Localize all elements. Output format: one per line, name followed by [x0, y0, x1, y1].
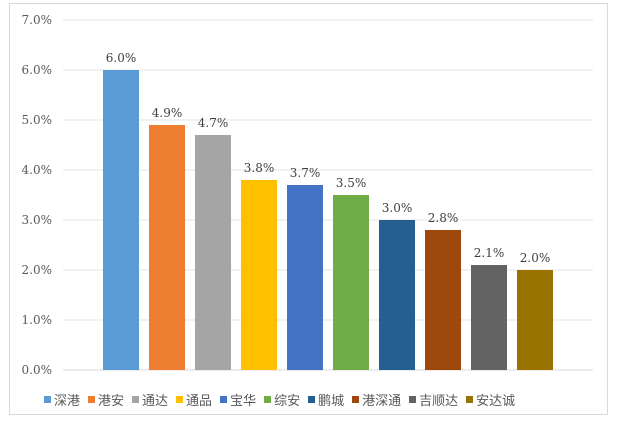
legend-swatch [132, 396, 140, 403]
legend-label: 吉顺达 [419, 394, 459, 409]
legend-swatch [44, 396, 51, 403]
bar-宝华 [287, 185, 323, 370]
y-tick-label: 0.0% [22, 363, 53, 377]
legend-label: 鹏城 [318, 394, 345, 409]
legend-label: 通达 [142, 394, 169, 409]
legend-item: 通品 [176, 390, 212, 409]
legend-item: 安达诚 [466, 390, 515, 409]
data-label: 4.9% [152, 106, 183, 120]
data-label: 2.8% [428, 211, 459, 225]
legend-item: 综安 [264, 390, 300, 409]
bar-综安 [333, 195, 369, 370]
legend-item: 宝华 [220, 390, 256, 409]
legend: 深港 港安 通达 通品 宝华 综安 鹏城 港深通 吉顺达 安达诚 [44, 390, 515, 409]
legend-swatch [264, 396, 272, 403]
bar-吉顺达 [471, 265, 507, 370]
data-label: 2.1% [474, 246, 505, 260]
bar-港深通 [425, 230, 461, 370]
data-label: 6.0% [106, 51, 137, 65]
bar-通品 [241, 180, 277, 370]
legend-label: 深港 [54, 394, 81, 409]
data-label: 4.7% [198, 116, 229, 130]
data-label: 2.0% [520, 251, 551, 265]
bar-安达诚 [517, 270, 553, 370]
y-tick-label: 5.0% [22, 113, 53, 127]
y-tick-label: 1.0% [22, 313, 53, 327]
legend-label: 港安 [98, 394, 125, 409]
bar-深港 [103, 70, 139, 370]
data-label: 3.8% [244, 161, 275, 175]
legend-label: 港深通 [362, 394, 402, 409]
chart-frame [9, 3, 608, 415]
legend-swatch [308, 396, 316, 403]
legend-swatch [466, 396, 474, 403]
legend-swatch [88, 396, 96, 403]
legend-swatch [220, 396, 228, 403]
legend-label: 通品 [186, 394, 213, 409]
y-tick-label: 2.0% [22, 263, 53, 277]
bar-通达 [195, 135, 231, 370]
y-tick-label: 3.0% [22, 213, 53, 227]
y-tick-label: 4.0% [22, 163, 53, 177]
legend-swatch [409, 396, 417, 403]
bar-港安 [149, 125, 185, 370]
legend-swatch [352, 396, 360, 403]
legend-item: 鹏城 [308, 390, 344, 409]
legend-label: 宝华 [230, 394, 257, 409]
y-tick-label: 6.0% [22, 63, 53, 77]
legend-label: 综安 [274, 394, 301, 409]
legend-swatch [176, 396, 184, 403]
legend-item: 港安 [88, 390, 124, 409]
legend-item: 深港 [44, 390, 80, 409]
legend-item: 吉顺达 [409, 390, 458, 409]
data-label: 3.5% [336, 176, 367, 190]
legend-item: 港深通 [352, 390, 401, 409]
data-label: 3.0% [382, 201, 413, 215]
legend-label: 安达诚 [476, 394, 516, 409]
data-label: 3.7% [290, 166, 321, 180]
bar-鹏城 [379, 220, 415, 370]
y-tick-label: 7.0% [22, 13, 53, 27]
legend-item: 通达 [132, 390, 168, 409]
